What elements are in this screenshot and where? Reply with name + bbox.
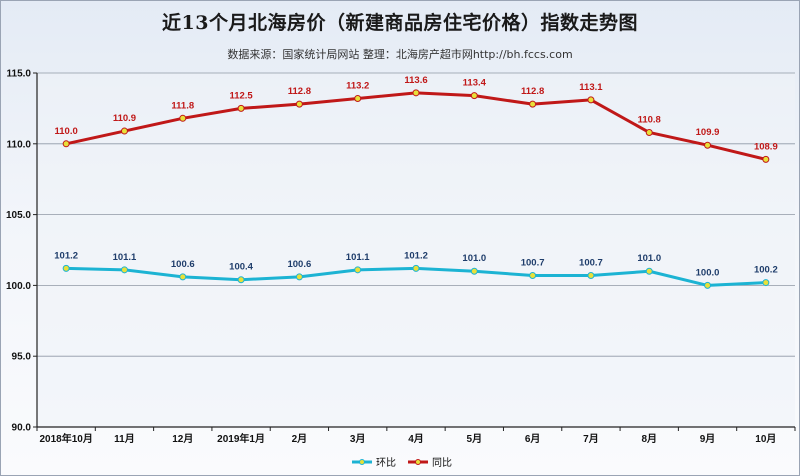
data-point: [354, 94, 362, 102]
data-label: 111.8: [171, 100, 194, 111]
data-point: [704, 281, 712, 289]
data-label: 110.0: [55, 126, 78, 137]
y-tick-label: 110.0: [7, 139, 32, 150]
data-point: [120, 266, 128, 274]
plot-area: [37, 73, 795, 427]
y-tick-label: 115.0: [7, 69, 32, 80]
data-label: 101.2: [404, 250, 428, 261]
data-point: [295, 273, 303, 281]
data-point: [295, 100, 303, 108]
data-point: [470, 267, 478, 275]
x-tick-label: 6月: [525, 433, 541, 445]
x-tick-label: 9月: [700, 433, 716, 445]
data-point: [179, 114, 187, 122]
data-label: 100.6: [171, 259, 195, 270]
legend-label: 环比: [376, 457, 396, 469]
data-label: 100.7: [579, 257, 603, 268]
data-label: 100.7: [521, 257, 545, 268]
data-point: [412, 264, 420, 272]
data-point: [120, 127, 128, 135]
data-label: 113.4: [463, 78, 487, 89]
data-label: 101.0: [462, 253, 486, 264]
x-tick-label: 3月: [350, 433, 366, 445]
data-label: 101.1: [113, 252, 137, 263]
data-point: [237, 104, 245, 112]
data-label: 101.1: [346, 252, 370, 263]
data-label: 112.8: [288, 86, 311, 97]
data-point: [62, 140, 70, 148]
data-label: 100.2: [754, 265, 778, 276]
data-label: 100.6: [287, 259, 311, 270]
data-label: 101.0: [637, 253, 661, 264]
x-tick-label: 4月: [408, 433, 424, 445]
data-point: [412, 89, 420, 97]
chart-subtitle: 数据来源：国家统计局网站 整理：北海房产超市网http://bh.fccs.co…: [227, 48, 573, 61]
data-point: [354, 266, 362, 274]
data-point: [529, 100, 537, 108]
data-point: [179, 273, 187, 281]
data-label: 110.8: [638, 114, 661, 125]
legend-marker: [359, 459, 365, 465]
x-tick-label: 8月: [641, 433, 657, 445]
data-point: [470, 92, 478, 100]
data-label: 112.5: [229, 90, 253, 101]
y-tick-label: 90.0: [12, 423, 32, 434]
y-tick-label: 95.0: [12, 352, 32, 363]
data-point: [704, 141, 712, 149]
data-label: 108.9: [754, 141, 778, 152]
data-label: 113.6: [404, 75, 427, 86]
x-tick-label: 2月: [292, 433, 308, 445]
data-point: [645, 128, 653, 136]
data-label: 112.8: [521, 86, 544, 97]
y-tick-label: 100.0: [6, 281, 31, 292]
data-point: [62, 264, 70, 272]
data-point: [529, 271, 537, 279]
data-label: 113.2: [346, 80, 369, 91]
data-point: [762, 279, 770, 287]
data-label: 100.0: [696, 267, 720, 278]
data-point: [762, 155, 770, 163]
data-point: [587, 96, 595, 104]
legend-marker: [415, 459, 421, 465]
chart-title: 近13个月北海房价（新建商品房住宅价格）指数走势图: [162, 12, 638, 34]
x-tick-label: 2019年1月: [217, 432, 265, 445]
x-tick-label: 10月: [755, 433, 776, 445]
x-tick-label: 5月: [467, 433, 483, 445]
y-tick-label: 105.0: [6, 210, 31, 221]
data-label: 110.9: [113, 113, 136, 124]
data-label: 101.2: [54, 250, 78, 261]
data-point: [237, 276, 245, 284]
x-tick-label: 2018年10月: [39, 432, 92, 445]
x-tick-label: 12月: [172, 433, 193, 445]
legend-label: 同比: [432, 457, 452, 469]
data-label: 100.4: [229, 262, 253, 273]
data-label: 109.9: [696, 127, 720, 138]
x-tick-label: 11月: [114, 433, 135, 445]
x-tick-label: 7月: [583, 433, 599, 445]
data-label: 113.1: [579, 82, 603, 93]
data-point: [587, 271, 595, 279]
data-point: [645, 267, 653, 275]
